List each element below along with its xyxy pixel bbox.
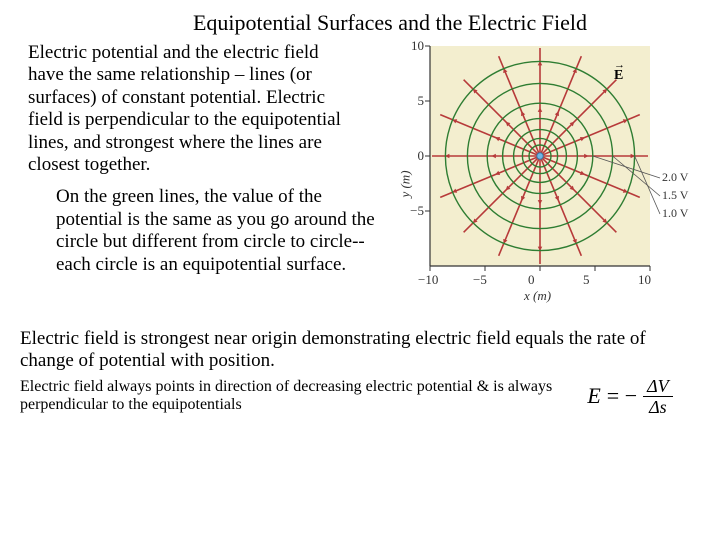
- formula-fraction: ΔV Δs: [643, 377, 673, 416]
- page-title: Equipotential Surfaces and the Electric …: [0, 0, 720, 42]
- x-axis-label: x (m): [524, 288, 551, 304]
- equipotential-chart: −10−505101050−5x (m)y (m)E→2.0 V1.5 V1.0…: [386, 42, 706, 322]
- formula-denominator: Δs: [649, 397, 667, 416]
- formula: E = − ΔV Δs: [560, 377, 700, 416]
- formula-lhs: E: [587, 383, 600, 409]
- y-tick-label: 0: [418, 148, 425, 164]
- paragraph-4: Electric field always points in directio…: [20, 378, 560, 415]
- formula-numerator: ΔV: [643, 377, 673, 397]
- e-vector-label: E→: [614, 68, 623, 84]
- top-row: Electric potential and the electric fiel…: [0, 42, 720, 322]
- bottom-row: Electric field always points in directio…: [0, 373, 720, 416]
- y-axis-label: y (m): [398, 170, 414, 197]
- y-tick-label: 10: [411, 38, 424, 54]
- potential-annotation: 1.5 V: [662, 188, 688, 203]
- x-tick-label: −10: [418, 272, 438, 288]
- x-tick-label: 5: [583, 272, 590, 288]
- paragraph-1: Electric potential and the electric fiel…: [28, 42, 358, 176]
- potential-annotation: 1.0 V: [662, 206, 688, 221]
- formula-eq: = −: [607, 383, 637, 409]
- paragraph-3: Electric field is strongest near origin …: [0, 322, 720, 373]
- y-tick-label: −5: [410, 203, 424, 219]
- paragraph-2: On the green lines, the value of the pot…: [28, 186, 386, 276]
- x-tick-label: 10: [638, 272, 651, 288]
- x-tick-label: −5: [473, 272, 487, 288]
- y-tick-label: 5: [418, 93, 425, 109]
- chart-container: −10−505101050−5x (m)y (m)E→2.0 V1.5 V1.0…: [386, 42, 706, 322]
- x-tick-label: 0: [528, 272, 535, 288]
- center-charge: [537, 153, 543, 159]
- potential-annotation: 2.0 V: [662, 170, 688, 185]
